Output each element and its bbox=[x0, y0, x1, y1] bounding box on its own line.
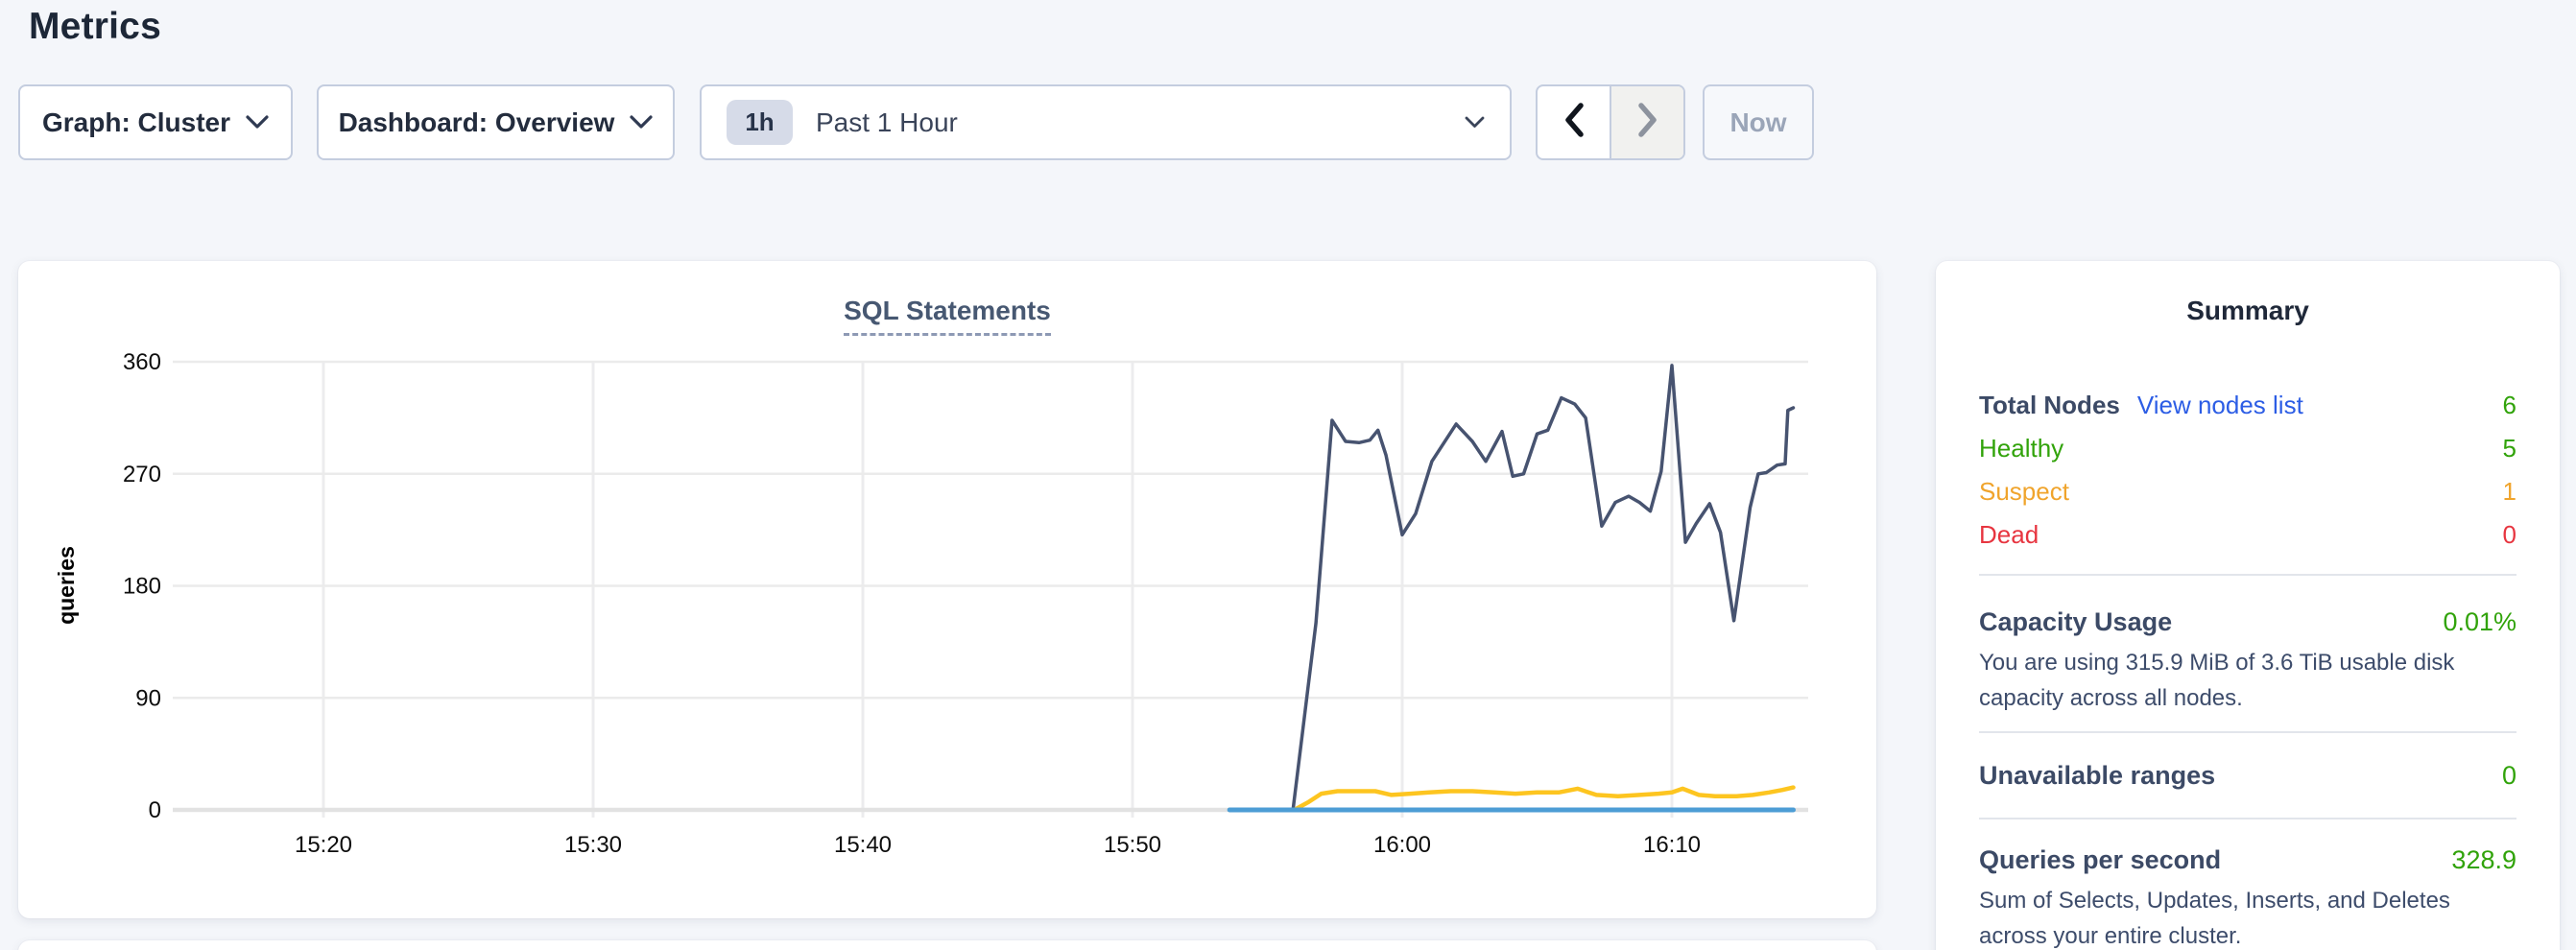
unavailable-ranges-row: Unavailable ranges 0 bbox=[1979, 752, 2516, 798]
total-nodes-label: Total Nodes bbox=[1979, 391, 2120, 419]
suspect-label: Suspect bbox=[1979, 477, 2069, 506]
time-step-button-group bbox=[1536, 84, 1685, 160]
svg-text:270: 270 bbox=[123, 462, 161, 487]
sql-statements-chart[interactable]: 15:20 15:30 15:40 15:50 16:00 16:10 0 90 180 270 3… bbox=[18, 261, 1876, 918]
svg-text:16:10: 16:10 bbox=[1643, 832, 1701, 858]
next-chart-card-partial bbox=[18, 940, 1876, 950]
dead-nodes-row: Dead 0 bbox=[1979, 513, 2516, 557]
now-button[interactable]: Now bbox=[1703, 84, 1814, 160]
chevron-down-icon bbox=[1465, 116, 1485, 129]
dead-label: Dead bbox=[1979, 520, 2039, 549]
capacity-usage-description: You are using 315.9 MiB of 3.6 TiB usabl… bbox=[1979, 650, 2455, 711]
chart-title[interactable]: SQL Statements bbox=[844, 296, 1051, 336]
svg-text:90: 90 bbox=[135, 685, 161, 711]
svg-text:16:00: 16:00 bbox=[1373, 832, 1431, 858]
unavailable-ranges-value: 0 bbox=[2501, 760, 2516, 790]
queries-per-second-label: Queries per second bbox=[1979, 844, 2222, 874]
total-nodes-value: 6 bbox=[2502, 391, 2516, 419]
chevron-down-icon bbox=[630, 115, 654, 130]
time-range-label: Past 1 Hour bbox=[816, 107, 958, 137]
capacity-usage-row: Capacity Usage 0.01% bbox=[1979, 599, 2516, 645]
summary-panel: Summary Total Nodes View nodes list 6 He… bbox=[1936, 261, 2560, 950]
previous-timespan-button[interactable] bbox=[1538, 86, 1610, 158]
queries-per-second-row: Queries per second 328.9 bbox=[1979, 837, 2516, 883]
queries-per-second-description: Sum of Selects, Updates, Inserts, and De… bbox=[1979, 888, 2450, 949]
svg-text:15:30: 15:30 bbox=[564, 832, 622, 858]
suspect-nodes-row: Suspect 1 bbox=[1979, 470, 2516, 513]
svg-text:180: 180 bbox=[123, 574, 161, 600]
chevron-left-icon bbox=[1563, 103, 1585, 142]
chevron-down-icon bbox=[246, 115, 269, 130]
svg-text:360: 360 bbox=[123, 349, 161, 375]
capacity-usage-label: Capacity Usage bbox=[1979, 606, 2173, 636]
svg-text:0: 0 bbox=[149, 797, 161, 823]
chevron-right-icon bbox=[1637, 103, 1658, 142]
summary-title: Summary bbox=[2186, 296, 2309, 325]
dead-value: 0 bbox=[2502, 520, 2516, 549]
view-nodes-list-link[interactable]: View nodes list bbox=[2136, 391, 2303, 419]
unavailable-ranges-label: Unavailable ranges bbox=[1979, 760, 2216, 790]
healthy-nodes-row: Healthy 5 bbox=[1979, 427, 2516, 470]
svg-text:queries: queries bbox=[54, 546, 79, 625]
divider bbox=[1979, 731, 2516, 733]
sql-statements-chart-card: SQL Statements 15:20 15:30 15:40 15:50 16:00… bbox=[18, 261, 1876, 918]
svg-text:15:40: 15:40 bbox=[834, 832, 892, 858]
dashboard-dropdown-label: Dashboard: Overview bbox=[338, 107, 615, 137]
divider bbox=[1979, 818, 2516, 819]
next-timespan-button-disabled[interactable] bbox=[1610, 86, 1683, 158]
dashboard-dropdown[interactable]: Dashboard: Overview bbox=[317, 84, 675, 160]
divider bbox=[1979, 574, 2516, 576]
graph-dropdown[interactable]: Graph: Cluster bbox=[18, 84, 293, 160]
svg-text:15:50: 15:50 bbox=[1104, 832, 1161, 858]
time-range-selector[interactable]: 1h Past 1 Hour bbox=[700, 84, 1512, 160]
graph-dropdown-label: Graph: Cluster bbox=[41, 107, 231, 137]
time-range-badge: 1h bbox=[727, 100, 793, 145]
queries-per-second-value: 328.9 bbox=[2451, 844, 2516, 874]
total-nodes-row: Total Nodes View nodes list 6 bbox=[1979, 384, 2516, 427]
healthy-label: Healthy bbox=[1979, 434, 2064, 463]
suspect-value: 1 bbox=[2502, 477, 2516, 506]
now-button-label: Now bbox=[1729, 107, 1787, 137]
capacity-usage-value: 0.01% bbox=[2443, 606, 2516, 636]
svg-text:15:20: 15:20 bbox=[295, 832, 352, 858]
healthy-value: 5 bbox=[2502, 434, 2516, 463]
page-title: Metrics bbox=[29, 6, 161, 47]
